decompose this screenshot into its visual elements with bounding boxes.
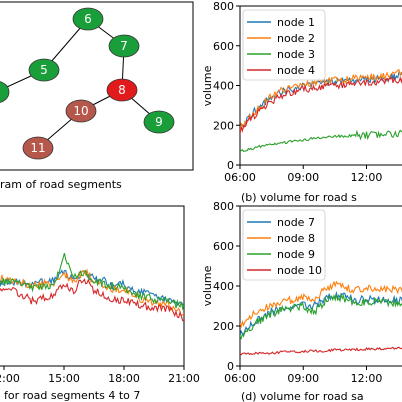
graph-node-5 (28, 58, 60, 82)
x-tick-label: 09:00 (287, 372, 319, 385)
panel-c: 12:00 15:00 18:00 21:00 for road segments 4… (0, 205, 200, 402)
graph-node-label-8: 8 (118, 83, 126, 97)
series-line (240, 292, 402, 340)
panel-a-caption: ram of road segments (0, 178, 122, 191)
panel-d-legend: node 7 node 8 node 9 node 10 (242, 209, 326, 281)
y-tick-label: 0 (227, 159, 234, 172)
legend-box (242, 209, 326, 281)
legend-label: node 10 (277, 264, 322, 277)
graph-node-label-5: 5 (40, 63, 48, 77)
graph-node-6 (72, 7, 104, 31)
panel-b-xticks: 06:00 09:00 12:00 (224, 165, 382, 184)
series-line (0, 278, 184, 322)
graph-nodes (0, 7, 175, 160)
x-tick-label: 06:00 (224, 171, 256, 184)
y-tick-label: 800 (213, 200, 234, 213)
panel-a-frame (0, 1, 194, 171)
panel-c-xticks: 12:00 15:00 18:00 21:00 (0, 366, 200, 385)
series-line (240, 280, 402, 329)
panel-c-frame (0, 205, 185, 367)
panel-b: volume 0 200 400 600 800 06:00 09:00 12:00 nod… (201, 0, 402, 204)
y-tick-label: 600 (213, 40, 234, 53)
panel-b-caption: (b) volume for road s (241, 191, 357, 204)
legend-label: node 7 (277, 216, 315, 229)
legend-label: node 2 (277, 32, 315, 45)
panel-d-lines (240, 280, 402, 356)
graph-node-7 (108, 34, 140, 58)
series-line (240, 76, 402, 135)
legend-label: node 9 (277, 248, 315, 261)
y-tick-label: 200 (213, 119, 234, 132)
x-tick-label: 12:00 (351, 171, 383, 184)
y-tick-label: 400 (213, 80, 234, 93)
panel-d-xticks: 06:00 09:00 12:00 (224, 366, 382, 385)
series-line (240, 346, 402, 356)
panel-b-legend: node 1 node 2 node 3 node 4 (242, 9, 326, 81)
x-tick-label: 18:00 (108, 372, 140, 385)
legend-label: node 1 (277, 16, 315, 29)
graph-node-8 (106, 78, 138, 102)
graph-node-left (0, 81, 10, 103)
panel-b-ylabel: volume (201, 65, 214, 106)
x-tick-label: 21:00 (168, 372, 200, 385)
x-tick-label: 06:00 (224, 372, 256, 385)
x-tick-label: 12:00 (351, 372, 383, 385)
panel-d-ylabel: volume (201, 265, 214, 306)
graph-node-label-7: 7 (120, 39, 128, 53)
legend-label: node 3 (277, 48, 315, 61)
panel-c-caption: for road segments 4 to 7 (4, 389, 140, 402)
legend-label: node 4 (277, 64, 315, 77)
panel-b-lines (240, 69, 402, 153)
panel-d-yticks: 0 200 400 600 800 (213, 200, 240, 373)
y-tick-label: 400 (213, 280, 234, 293)
y-tick-label: 800 (213, 0, 234, 13)
graph-node-label-6: 6 (84, 12, 92, 26)
graph-node-labels: 6 7 5 8 10 9 11 (30, 12, 162, 155)
graph-node-label-11: 11 (30, 141, 45, 155)
graph-node-10 (65, 99, 97, 123)
x-tick-label: 09:00 (287, 171, 319, 184)
x-tick-label: 12:00 (0, 372, 20, 385)
panel-d-caption: (d) volume for road sa (241, 390, 364, 402)
graph-node-9 (143, 110, 175, 134)
series-line (240, 129, 402, 153)
panel-d: volume 0 200 400 600 800 06:00 09:00 12:00 nod… (201, 200, 402, 402)
panel-a: 6 7 5 8 10 9 11 ram of road segments (0, 1, 194, 191)
y-tick-label: 600 (213, 240, 234, 253)
panel-b-yticks: 0 200 400 600 800 (213, 0, 240, 172)
graph-node-label-9: 9 (155, 115, 163, 129)
y-tick-label: 0 (227, 360, 234, 373)
legend-label: node 8 (277, 232, 315, 245)
y-tick-label: 200 (213, 320, 234, 333)
graph-node-11 (22, 136, 54, 160)
panel-c-lines (0, 252, 184, 322)
x-tick-label: 15:00 (48, 372, 80, 385)
graph-node-label-10: 10 (73, 104, 88, 118)
series-line (0, 252, 184, 311)
legend-box (242, 9, 326, 81)
